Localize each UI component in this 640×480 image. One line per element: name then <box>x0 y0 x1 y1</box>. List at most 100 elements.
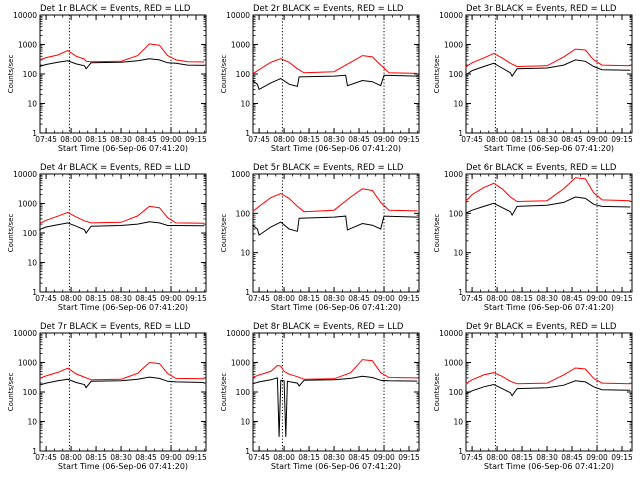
series-lld-line <box>252 188 418 213</box>
series-events-line <box>39 221 205 234</box>
x-axis-label: Start Time (06-Sep-06 07:41:20) <box>271 303 401 312</box>
x-tick-label: 07:45 <box>35 135 57 144</box>
detector-chart-7: Det 7r BLACK = Events, RED = LLD 1 10 100 10… <box>7 322 207 471</box>
x-tick-label: 08:00 <box>486 294 508 303</box>
y-tick-label: 10 <box>27 100 37 109</box>
axes-frame <box>252 173 420 293</box>
y-tick-label: 1000 <box>18 359 37 368</box>
y-tick-label: 1000 <box>18 41 37 50</box>
x-tick-label: 07:45 <box>35 294 57 303</box>
y-tick-label: 100 <box>23 70 38 79</box>
x-axis-label: Start Time (06-Sep-06 07:41:20) <box>58 303 188 312</box>
x-tick-label: 08:30 <box>536 135 558 144</box>
chart-title: Det 7r BLACK = Events, RED = LLD <box>40 322 191 332</box>
x-axis-label: Start Time (06-Sep-06 07:41:20) <box>271 462 401 471</box>
series-lld-line <box>252 359 418 380</box>
y-tick-label: 10000 <box>226 11 250 20</box>
y-axis-label: Counts/sec <box>7 373 15 412</box>
x-tick-label: 08:15 <box>511 135 533 144</box>
x-tick-label: 08:00 <box>60 135 82 144</box>
x-tick-label: 08:45 <box>561 135 583 144</box>
x-tick-label: 09:15 <box>398 453 420 462</box>
x-tick-label: 09:00 <box>160 453 182 462</box>
y-tick-label: 1 <box>245 129 250 138</box>
y-axis-label: Counts/sec <box>220 214 228 253</box>
x-tick-label: 08:45 <box>135 135 157 144</box>
y-tick-label: 100 <box>449 388 464 397</box>
x-tick-label: 08:00 <box>273 135 295 144</box>
x-tick-label: 08:30 <box>110 135 132 144</box>
x-tick-label: 09:00 <box>160 294 182 303</box>
chart-title: Det 4r BLACK = Events, RED = LLD <box>40 163 191 173</box>
detector-chart-8: Det 8r BLACK = Events, RED = LLD 1 10 100 10… <box>220 322 420 471</box>
y-tick-label: 1000 <box>444 41 463 50</box>
x-tick-label: 09:00 <box>373 294 395 303</box>
detector-chart-5: Det 5r BLACK = Events, RED = LLD 1 10 100 10… <box>220 163 420 312</box>
x-tick-label: 08:00 <box>60 453 82 462</box>
x-tick-label: 07:45 <box>461 135 483 144</box>
x-tick-label: 08:30 <box>536 294 558 303</box>
x-tick-label: 08:45 <box>561 294 583 303</box>
x-tick-label: 07:45 <box>248 135 270 144</box>
x-tick-label: 07:45 <box>35 453 57 462</box>
y-tick-label: 1 <box>458 288 463 297</box>
detector-chart-1: Det 1r BLACK = Events, RED = LLD 1 10 100 10… <box>7 4 207 153</box>
x-tick-label: 08:15 <box>298 294 320 303</box>
x-tick-label: 09:00 <box>586 294 608 303</box>
x-tick-label: 09:15 <box>398 294 420 303</box>
y-tick-label: 1 <box>245 447 250 456</box>
y-axis-label: Counts/sec <box>433 373 441 412</box>
x-tick-label: 08:30 <box>536 453 558 462</box>
y-tick-label: 1 <box>32 129 37 138</box>
y-tick-label: 1000 <box>231 359 250 368</box>
y-tick-label: 10 <box>453 249 463 258</box>
x-tick-label: 08:45 <box>135 453 157 462</box>
axes-frame <box>465 14 633 134</box>
y-tick-label: 1000 <box>444 359 463 368</box>
x-tick-label: 09:15 <box>611 453 633 462</box>
y-tick-label: 100 <box>449 209 464 218</box>
y-tick-label: 100 <box>23 388 38 397</box>
x-tick-label: 08:00 <box>273 453 295 462</box>
y-axis-label: Counts/sec <box>7 55 15 94</box>
y-tick-label: 10 <box>453 100 463 109</box>
y-tick-label: 1000 <box>231 41 250 50</box>
x-tick-label: 08:15 <box>85 453 107 462</box>
series-lld-line <box>39 43 205 63</box>
x-tick-label: 08:45 <box>135 294 157 303</box>
y-tick-label: 1 <box>245 288 250 297</box>
detector-chart-9: Det 9r BLACK = Events, RED = LLD 1 10 100 10… <box>433 322 633 471</box>
y-axis-label: Counts/sec <box>220 55 228 94</box>
y-tick-label: 1000 <box>18 200 37 209</box>
series-events-line <box>252 375 418 437</box>
series-events-line <box>39 58 205 70</box>
y-tick-label: 10000 <box>13 11 37 20</box>
y-tick-label: 10000 <box>13 170 37 179</box>
x-tick-label: 08:30 <box>323 135 345 144</box>
x-tick-label: 08:45 <box>348 135 370 144</box>
x-tick-label: 08:30 <box>323 294 345 303</box>
series-events-line <box>39 376 205 389</box>
detector-chart-4: Det 4r BLACK = Events, RED = LLD 1 10 100 10… <box>7 163 207 312</box>
axes-frame <box>465 332 633 452</box>
x-tick-label: 09:00 <box>586 453 608 462</box>
chart-title: Det 2r BLACK = Events, RED = LLD <box>253 4 404 14</box>
y-tick-label: 100 <box>236 388 251 397</box>
y-axis-label: Counts/sec <box>7 214 15 253</box>
x-tick-label: 09:00 <box>160 135 182 144</box>
y-tick-label: 10 <box>453 418 463 427</box>
chart-title: Det 8r BLACK = Events, RED = LLD <box>253 322 404 332</box>
chart-title: Det 9r BLACK = Events, RED = LLD <box>466 322 617 332</box>
detector-chart-2: Det 2r BLACK = Events, RED = LLD 1 10 100 10… <box>220 4 420 153</box>
x-tick-label: 08:15 <box>298 453 320 462</box>
x-axis-label: Start Time (06-Sep-06 07:41:20) <box>484 144 614 153</box>
x-tick-label: 07:45 <box>461 453 483 462</box>
y-axis-label: Counts/sec <box>433 55 441 94</box>
x-tick-label: 08:15 <box>511 294 533 303</box>
x-tick-label: 08:30 <box>110 294 132 303</box>
x-tick-label: 08:00 <box>486 135 508 144</box>
x-axis-label: Start Time (06-Sep-06 07:41:20) <box>58 462 188 471</box>
x-axis-label: Start Time (06-Sep-06 07:41:20) <box>484 303 614 312</box>
x-tick-label: 09:15 <box>611 135 633 144</box>
y-axis-label: Counts/sec <box>433 214 441 253</box>
